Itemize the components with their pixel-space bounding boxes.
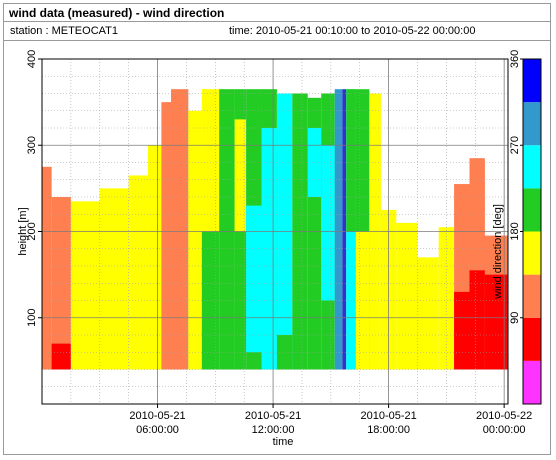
heatmap-cell-25-0 xyxy=(417,257,439,370)
chart-title: wind data (measured) - wind direction xyxy=(4,4,550,22)
heatmap-cell-2-0 xyxy=(70,201,100,370)
colorbar-band-2 xyxy=(523,274,541,318)
heatmap-cell-14-1 xyxy=(276,335,293,370)
heatmap-cell-4-0 xyxy=(128,175,148,370)
heatmap-cell-13-1 xyxy=(261,128,277,370)
colorbar-tick-label: 270 xyxy=(509,136,521,154)
y-tick-label: 400 xyxy=(26,50,38,68)
heatmap-cell-27-1 xyxy=(454,291,470,370)
heatmap-cell-12-1 xyxy=(246,205,262,353)
heatmap-cell-26-0 xyxy=(438,227,455,370)
heatmap-cell-28-1 xyxy=(469,270,485,370)
colorbar-band-6 xyxy=(523,102,541,146)
colorbar-band-1 xyxy=(523,317,541,361)
colorbar-tick-label: 360 xyxy=(509,50,521,68)
heatmap-cell-5-0 xyxy=(147,145,162,370)
x-tick-label: 2010-05-21 xyxy=(245,410,301,422)
colorbar-label: wind direction [deg] xyxy=(492,204,504,300)
y-tick-label: 100 xyxy=(26,309,38,327)
y-tick-label: 300 xyxy=(26,136,38,154)
info-bar: station : METEOCAT1 time: 2010-05-21 00:… xyxy=(4,22,550,41)
colorbar-band-3 xyxy=(523,231,541,275)
x-tick-label: 2010-05-22 xyxy=(476,410,532,422)
heatmap-cell-8-0 xyxy=(188,110,202,370)
y-axis-label: height [m] xyxy=(17,207,29,255)
heatmap-cell-1-0 xyxy=(51,197,71,370)
heatmap-cell-0-0 xyxy=(42,166,52,370)
heatmap-cell-6-0 xyxy=(161,102,172,370)
heatmap-cell-20-1 xyxy=(346,89,356,232)
y-tick-label: 200 xyxy=(26,222,38,240)
heatmap-cell-21-1 xyxy=(355,231,370,370)
x-tick-label: 2010-05-21 xyxy=(360,410,416,422)
colorbar-band-0 xyxy=(523,360,541,404)
heatmap-cell-19-0 xyxy=(342,89,347,370)
heatmap-cell-18-0 xyxy=(334,89,343,370)
station-label: station : METEOCAT1 xyxy=(10,25,118,37)
heatmap-cell-1-1 xyxy=(51,343,71,370)
time-range-label: time: 2010-05-21 00:10:00 to 2010-05-22 … xyxy=(229,25,476,37)
colorbar-band-4 xyxy=(523,188,541,232)
x-tick-label: 00:00:00 xyxy=(483,424,526,436)
heatmap-cell-24-0 xyxy=(396,222,418,370)
colorbar-band-7 xyxy=(523,59,541,103)
heatmap-cell-3-0 xyxy=(99,188,129,370)
x-tick-label: 2010-05-21 xyxy=(129,410,185,422)
x-axis-label: time xyxy=(273,436,294,448)
colorbar-band-5 xyxy=(523,145,541,189)
heatmap-cell-17-1 xyxy=(321,145,335,301)
x-tick-label: 12:00:00 xyxy=(252,424,295,436)
heatmap-cell-29-1 xyxy=(484,235,508,275)
colorbar-tick-label: 180 xyxy=(509,222,521,240)
heatmap-cell-11-1 xyxy=(234,119,247,232)
colorbar-tick-label: 90 xyxy=(509,312,521,324)
x-tick-label: 06:00:00 xyxy=(136,424,179,436)
heatmap-cell-10-0 xyxy=(219,89,235,370)
heatmap-cell-7-0 xyxy=(171,89,189,370)
x-tick-label: 18:00:00 xyxy=(367,424,410,436)
